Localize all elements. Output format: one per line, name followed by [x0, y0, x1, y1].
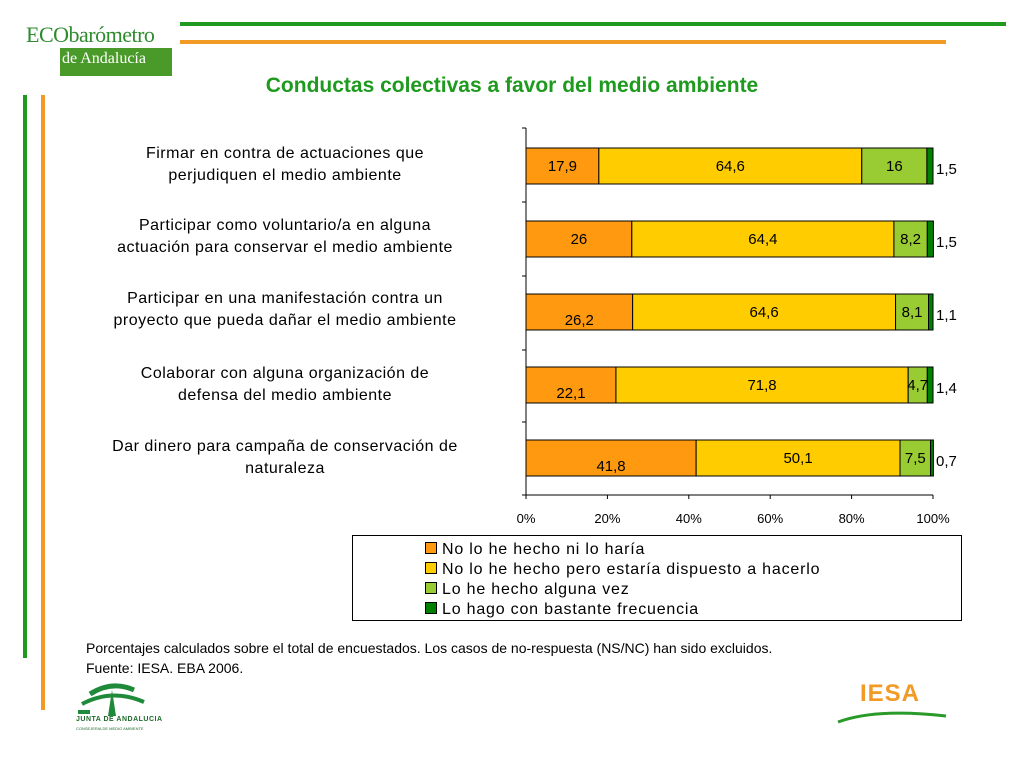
category-label-line: Dar dinero para campaña de conservación …: [112, 438, 458, 455]
legend-swatch: [425, 542, 437, 554]
category-label: Participar como voluntario/a en alguna a…: [60, 215, 510, 259]
category-label-line: Participar como voluntario/a en alguna: [138, 217, 432, 234]
bar-segment: [598, 147, 863, 185]
category-label-line: perjudiquen el medio ambiente: [168, 167, 402, 184]
bar-segment: [632, 293, 897, 331]
category-label-line: naturaleza: [245, 460, 325, 477]
data-label: 26,2: [565, 312, 594, 329]
iesa-logo-text: IESA: [860, 680, 921, 707]
data-label: 17,9: [548, 158, 577, 175]
category-label-line: Colaborar con alguna organización de: [140, 365, 430, 382]
logo-box: [60, 48, 172, 76]
iesa-logo: IESA: [836, 680, 956, 730]
junta-logo-subtext: CONSEJERIA DE MEDIO AMBIENTE: [76, 726, 144, 731]
category-label-line: actuación para conservar el medio ambien…: [117, 239, 453, 256]
category-label-line: Participar en una manifestación contra u…: [127, 290, 443, 307]
legend-swatch: [425, 562, 437, 574]
ecobarometro-logo: ECObarómetro de Andalucía: [22, 18, 172, 78]
legend-item: Lo hago con bastante frecuencia: [425, 600, 699, 620]
footnote-line: Porcentajes calculados sobre el total de…: [86, 640, 773, 656]
x-tick-label: 80%: [839, 511, 865, 526]
bar-segment: [893, 220, 928, 258]
legend-label: No lo he hecho pero estaría dispuesto a …: [442, 561, 821, 578]
category-label: Participar en una manifestación contra u…: [60, 288, 510, 332]
bar-segment: [615, 366, 909, 404]
bar-segment: [926, 220, 934, 258]
logo-line2: de Andalucía: [62, 50, 146, 67]
category-label: Firmar en contra de actuaciones que perj…: [60, 143, 510, 187]
bar-segment: [899, 439, 932, 477]
category-label-line: defensa del medio ambiente: [177, 387, 393, 404]
data-label: 71,8: [747, 377, 776, 394]
category-label: Colaborar con alguna organización de def…: [60, 363, 510, 407]
x-tick-label: 20%: [594, 511, 620, 526]
footnote: Porcentajes calculados sobre el total de…: [86, 638, 772, 678]
data-label: 64,6: [749, 304, 778, 321]
legend-item: No lo he hecho pero estaría dispuesto a …: [425, 560, 820, 580]
x-tick-label: 60%: [757, 511, 783, 526]
legend-swatch: [425, 582, 437, 594]
iesa-swoosh-icon: [837, 711, 947, 724]
legend-swatch: [425, 602, 437, 614]
chart-legend: No lo he hecho ni lo haría No lo he hech…: [352, 535, 962, 621]
bar-segment: [895, 293, 930, 331]
data-label: 0,7: [936, 453, 957, 470]
data-label: 16: [886, 158, 903, 175]
category-label-line: proyecto que pueda dañar el medio ambien…: [113, 312, 457, 329]
data-label: 8,2: [900, 231, 921, 248]
left-green-line: [23, 95, 27, 658]
data-label: 26: [571, 231, 588, 248]
data-label: 1,4: [936, 380, 957, 397]
legend-label: No lo he hecho ni lo haría: [442, 541, 646, 558]
category-label-line: Firmar en contra de actuaciones que: [145, 145, 425, 162]
bar-segment: [525, 366, 617, 404]
data-label: 64,4: [748, 231, 777, 248]
bar-segment: [928, 293, 934, 331]
legend-item: No lo he hecho ni lo haría: [425, 540, 645, 560]
x-tick-label: 100%: [916, 511, 950, 526]
bar-segment: [695, 439, 901, 477]
data-label: 41,8: [596, 458, 625, 475]
footnote-source: Fuente: IESA. EBA 2006.: [86, 660, 244, 676]
junta-emblem-icon: [78, 683, 145, 716]
data-label: 1,5: [936, 161, 957, 178]
legend-item: Lo he hecho alguna vez: [425, 580, 630, 600]
top-green-line: [180, 22, 1006, 26]
data-label: 22,1: [556, 385, 585, 402]
bar-segment: [631, 220, 895, 258]
data-label: 64,6: [716, 158, 745, 175]
x-tick-label: 40%: [676, 511, 702, 526]
data-label: 8,1: [902, 304, 923, 321]
legend-label: Lo hago con bastante frecuencia: [442, 601, 699, 618]
x-tick-label: 0%: [517, 511, 536, 526]
stacked-bar-chart: 0% 20% 40% 60% 80% 100% 17,9 64,6 16 1,5 26 64,4 8,2…: [517, 127, 957, 526]
page-title: Conductas colectivas a favor del medio a…: [265, 74, 759, 97]
bar-segment: [861, 147, 928, 185]
bar-segment: [525, 220, 633, 258]
data-label: 1,1: [936, 307, 957, 324]
bar-segment: [926, 366, 934, 404]
legend-label: Lo he hecho alguna vez: [442, 581, 630, 598]
bar-segment: [525, 293, 634, 331]
bar-segment: [930, 439, 934, 477]
data-label: 7,5: [905, 450, 926, 467]
data-label: 4,7: [907, 377, 928, 394]
data-label: 50,1: [783, 450, 812, 467]
bar-segment: [926, 147, 934, 185]
category-label: Dar dinero para campaña de conservación …: [60, 436, 510, 480]
left-orange-line: [41, 95, 45, 710]
junta-logo-text: JUNTA DE ANDALUCIA: [76, 716, 163, 723]
junta-andalucia-logo: JUNTA DE ANDALUCIA CONSEJERIA DE MEDIO A…: [72, 680, 172, 736]
top-orange-line: [180, 40, 946, 44]
logo-line1: ECObarómetro: [26, 22, 155, 47]
data-label: 1,5: [936, 234, 957, 251]
